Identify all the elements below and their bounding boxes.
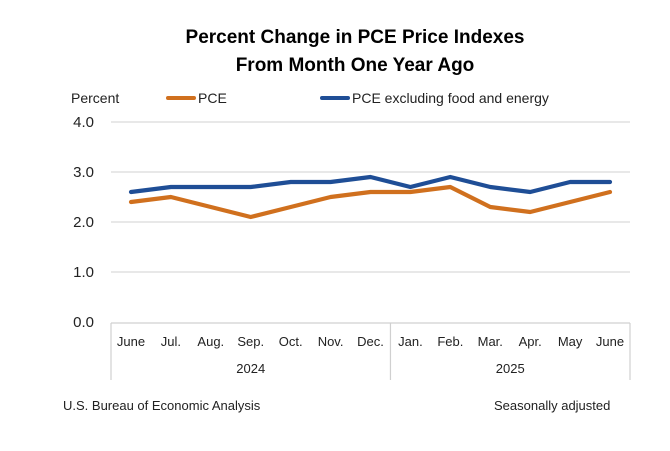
x-tick-label: June bbox=[596, 334, 624, 349]
series-line-pce bbox=[128, 184, 613, 220]
x-tick-label: Feb. bbox=[437, 334, 463, 349]
y-tick-label: 0.0 bbox=[73, 314, 94, 331]
x-tick-label: June bbox=[117, 334, 145, 349]
x-tick-label: May bbox=[558, 334, 583, 349]
chart-subtitle: From Month One Year Ago bbox=[235, 55, 475, 76]
y-tick-label: 2.0 bbox=[73, 214, 94, 231]
x-tick-label: Jul. bbox=[161, 334, 181, 349]
x-tick-label: Oct. bbox=[279, 334, 303, 349]
legend-item-pce: PCE bbox=[166, 90, 227, 106]
x-group-label: 2025 bbox=[496, 361, 525, 376]
seasonal-note: Seasonally adjusted bbox=[494, 398, 611, 413]
legend-swatch-core-pce bbox=[320, 96, 350, 100]
y-axis-label: Percent bbox=[71, 90, 120, 106]
legend-swatch-pce bbox=[166, 96, 196, 100]
legend-label-pce: PCE bbox=[198, 90, 227, 106]
x-tick-label: Mar. bbox=[478, 334, 503, 349]
chart-title: Percent Change in PCE Price Indexes bbox=[185, 27, 525, 48]
legend-label-core-pce: PCE excluding food and energy bbox=[352, 90, 549, 106]
x-tick-label: Jan. bbox=[398, 334, 423, 349]
legend-item-core-pce: PCE excluding food and energy bbox=[320, 90, 549, 106]
x-tick-label: Nov. bbox=[318, 334, 344, 349]
source-note: U.S. Bureau of Economic Analysis bbox=[63, 398, 261, 413]
x-tick-label: Dec. bbox=[357, 334, 384, 349]
x-tick-label: Apr. bbox=[519, 334, 542, 349]
y-tick-label: 4.0 bbox=[73, 114, 94, 131]
x-group-label: 2024 bbox=[236, 361, 265, 376]
series-line-core-pce bbox=[128, 174, 613, 195]
y-tick-label: 1.0 bbox=[73, 264, 94, 281]
x-tick-label: Sep. bbox=[237, 334, 264, 349]
y-tick-label: 3.0 bbox=[73, 164, 94, 181]
x-tick-label: Aug. bbox=[197, 334, 224, 349]
